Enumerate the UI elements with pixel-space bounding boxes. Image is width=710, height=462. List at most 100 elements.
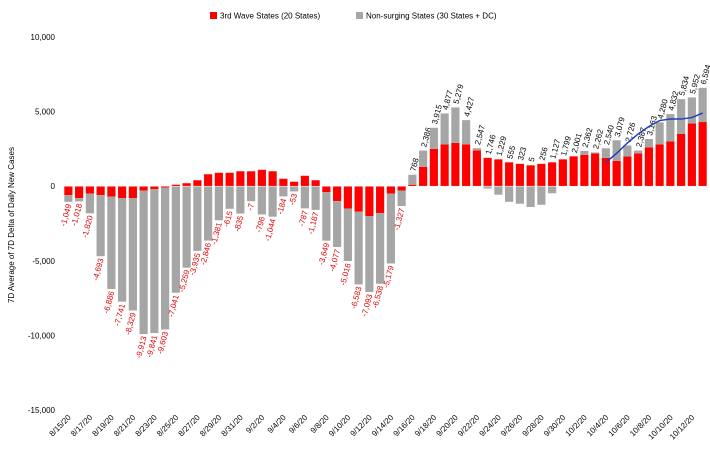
bar-segment	[129, 198, 137, 310]
bar-segment	[430, 149, 438, 186]
bar-segment	[570, 156, 578, 186]
legend-swatch	[210, 12, 217, 19]
bar-segment	[75, 198, 83, 201]
bar-segment	[193, 180, 201, 186]
total-label: -6,886	[102, 290, 117, 315]
bar-segment	[312, 186, 320, 210]
bar-segment	[441, 144, 449, 186]
bar-segment	[344, 209, 352, 261]
bar-segment	[505, 186, 513, 202]
x-tick-label: 9/20/20	[435, 413, 461, 439]
bar-segment	[548, 186, 556, 193]
bar-segment	[462, 144, 470, 186]
bar-segment	[462, 120, 470, 144]
bar-segment	[677, 99, 685, 134]
bar-segment	[699, 122, 707, 186]
x-tick-label: 8/29/20	[198, 413, 224, 439]
bar-segment	[537, 186, 545, 205]
bar-segment	[236, 171, 244, 186]
total-label: 6,594	[699, 63, 710, 85]
x-tick-label: 9/2/20	[244, 413, 266, 435]
bar-segment	[591, 153, 599, 186]
bar-segment	[204, 174, 212, 186]
total-label: -7	[246, 202, 257, 212]
bar-segment	[473, 148, 481, 150]
bar-segment	[505, 162, 513, 186]
y-tick-label: 5,000	[35, 108, 56, 117]
y-axis-label: 7D Average of 7D Delta of Daily New Case…	[7, 147, 16, 303]
x-tick-label: 10/4/20	[585, 413, 611, 439]
x-tick-label: 8/15/20	[48, 413, 74, 439]
bar-segment	[656, 144, 664, 186]
bar-segment	[236, 186, 244, 213]
x-tick-label: 9/30/20	[542, 413, 568, 439]
x-tick-label: 9/24/20	[478, 413, 504, 439]
bar-segment	[516, 186, 524, 204]
bar-segment	[408, 175, 416, 185]
x-tick-label: 9/10/20	[327, 413, 353, 439]
bar-segment	[290, 186, 298, 191]
bar-segment	[537, 164, 545, 186]
bar-segment	[688, 124, 696, 187]
x-tick-label: 9/6/20	[287, 413, 309, 435]
x-tick-label: 8/19/20	[91, 413, 117, 439]
total-label: -5,016	[338, 262, 353, 287]
bar-segment	[269, 171, 277, 186]
x-tick-label: 8/25/20	[155, 413, 181, 439]
y-tick-label: -15,000	[28, 406, 56, 415]
bar-segment	[656, 122, 664, 144]
bar-segment	[430, 128, 438, 149]
bar-segment	[527, 186, 535, 207]
bar-segment	[484, 158, 492, 186]
x-tick-label: 9/4/20	[266, 413, 288, 435]
bar-segment	[140, 186, 148, 190]
bar-segment	[247, 186, 255, 201]
bar-segment	[494, 159, 502, 186]
bar-segment	[677, 134, 685, 186]
total-label: -615	[222, 209, 235, 227]
bar-segment	[613, 161, 621, 186]
total-label: -4,693	[91, 257, 106, 282]
total-label: -184	[275, 197, 288, 215]
bar-segment	[602, 148, 610, 158]
total-label: 5	[527, 156, 537, 163]
bar-segment	[183, 186, 191, 267]
bar-segment	[183, 183, 191, 186]
y-tick-label: -10,000	[28, 331, 56, 340]
bar-segment	[215, 186, 223, 220]
total-label: 256	[538, 146, 550, 162]
bar-segment	[623, 156, 631, 186]
bar-segment	[398, 191, 406, 206]
bar-segment	[322, 186, 330, 192]
y-tick-label: 10,000	[31, 33, 56, 42]
bar-segment	[494, 186, 502, 195]
bar-segment	[204, 186, 212, 240]
bar-segment	[86, 186, 94, 193]
bar-segment	[441, 113, 449, 144]
total-label: 4,427	[462, 95, 476, 117]
x-tick-label: 10/2/20	[564, 413, 590, 439]
bar-segment	[419, 167, 427, 186]
y-tick-label: 0	[51, 182, 56, 191]
x-tick-label: 10/6/20	[607, 413, 633, 439]
bar-segment	[107, 197, 115, 289]
bar-segment	[365, 216, 373, 292]
bar-segment	[247, 171, 255, 186]
bar-segment	[451, 143, 459, 186]
x-tick-label: 9/16/20	[392, 413, 418, 439]
x-tick-label: 8/31/20	[220, 413, 246, 439]
bar-segment	[279, 179, 287, 186]
bar-segment	[150, 186, 158, 189]
bar-segment	[226, 173, 234, 186]
bar-segment	[645, 147, 653, 186]
bar-segment	[699, 88, 707, 122]
bar-segment	[634, 151, 642, 154]
bar-segment	[118, 186, 126, 198]
total-label: -9,603	[155, 330, 170, 355]
bar-segment	[150, 189, 158, 333]
bar-segment	[129, 186, 137, 198]
bar-segment	[226, 186, 234, 209]
x-tick-label: 9/18/20	[413, 413, 439, 439]
legend-label: Non-surging States (30 States + DC)	[366, 12, 497, 21]
